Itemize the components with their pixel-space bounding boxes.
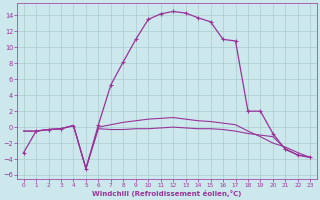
- X-axis label: Windchill (Refroidissement éolien,°C): Windchill (Refroidissement éolien,°C): [92, 190, 242, 197]
